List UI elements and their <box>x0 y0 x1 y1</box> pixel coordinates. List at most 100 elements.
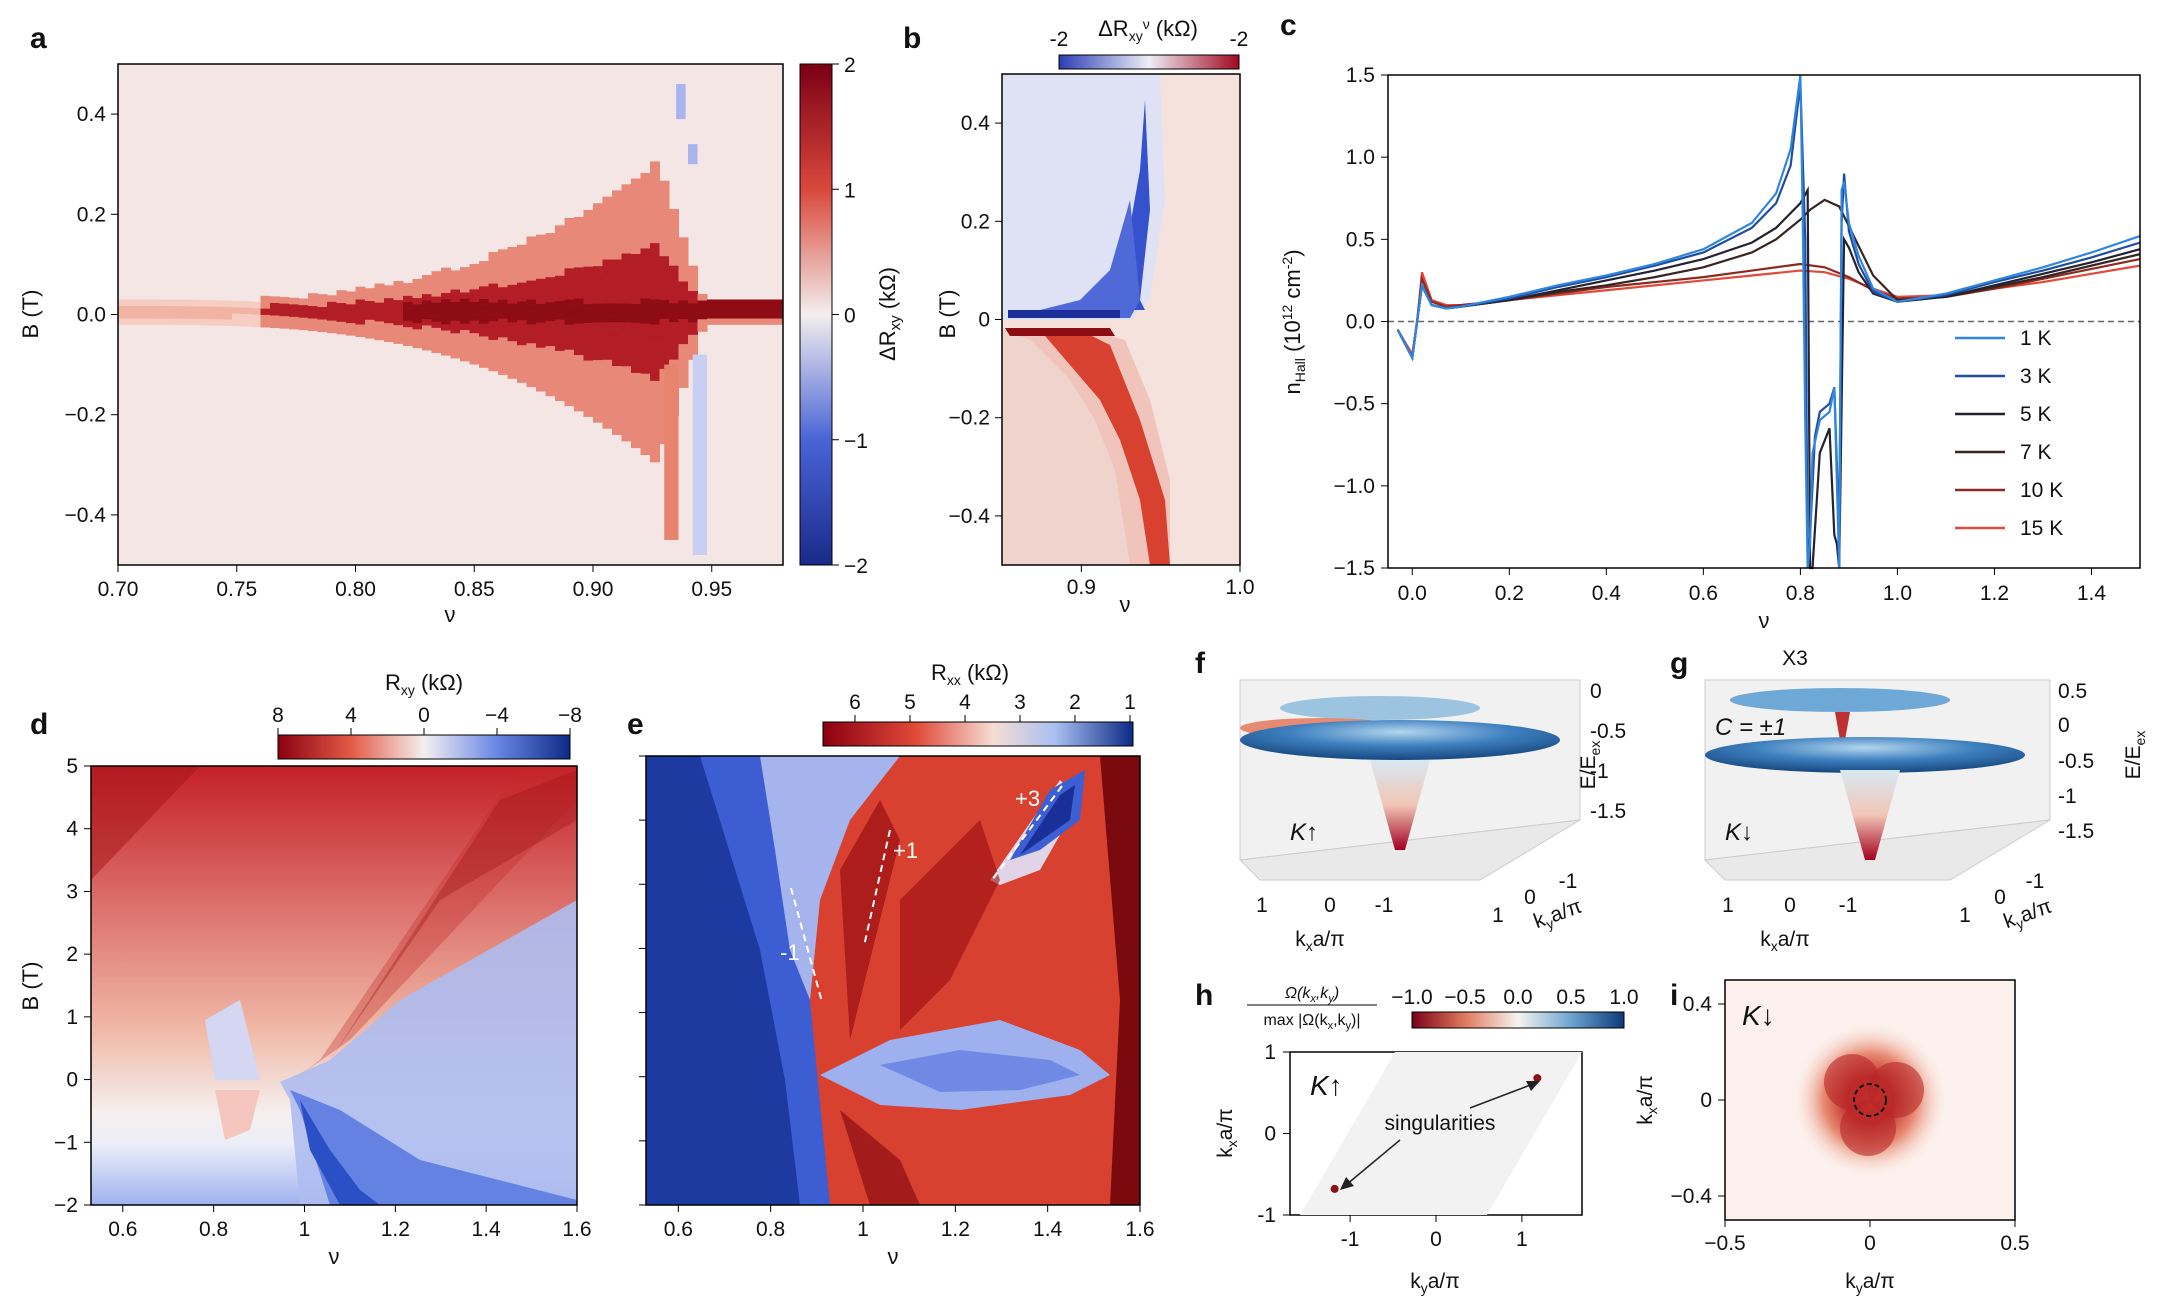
heatmap-d-ytick-label: −1 <box>54 1131 78 1154</box>
heatmap-e-yticks <box>639 755 646 1206</box>
heatmap-a-cell <box>555 350 565 358</box>
heatmap-a-cell <box>526 286 537 294</box>
heatmap-a-cell <box>403 339 413 346</box>
heatmap-a-cell <box>612 340 622 348</box>
heatmap-a-cell <box>213 312 223 320</box>
heatmap-a-cell <box>441 317 451 325</box>
heatmap-a-cell <box>621 359 632 367</box>
heatmap-a-cell <box>640 392 651 399</box>
f-upper-band <box>1280 696 1480 720</box>
heatmap-a-cell <box>650 255 660 262</box>
heatmap-a-cell <box>403 301 413 309</box>
heatmap-a-cell <box>564 293 575 300</box>
heatmap-a-cell <box>593 397 603 404</box>
heatmap-a-cell <box>574 361 584 368</box>
heatmap-a-cell <box>640 260 651 268</box>
heatmap-a-cell <box>564 324 575 331</box>
heatmap-a-cell <box>640 442 651 449</box>
heatmap-a-cell <box>631 191 641 198</box>
heatmap-a-cell <box>602 334 613 342</box>
heatmap-a-cell <box>593 203 603 210</box>
i-valley-label: K↓ <box>1742 1000 1775 1031</box>
heatmap-a-cell <box>488 345 499 353</box>
heatmap-a-cell <box>289 316 299 324</box>
heatmap-a-cell <box>612 202 622 210</box>
heatmap-a-cell <box>298 323 309 331</box>
heatmap-a-cell <box>669 284 679 291</box>
heatmap-a-cell <box>612 365 622 373</box>
heatmap-a-cell <box>602 278 613 285</box>
heatmap-a-cell <box>650 336 660 344</box>
heatmap-a-cell <box>612 328 622 335</box>
heatmap-a-cell <box>545 333 556 340</box>
panel-label-c: c <box>1280 9 1297 42</box>
heatmap-a-cell <box>507 309 518 317</box>
heatmap-a-cell <box>431 327 442 335</box>
heatmap-a-cell <box>583 354 594 361</box>
heatmap-a-ytick-label: 0.2 <box>77 203 106 226</box>
heatmap-a-cell <box>545 314 556 322</box>
heatmap-a-ytick-label: 0.0 <box>77 304 106 327</box>
heatmap-a-cell <box>336 327 347 335</box>
heatmap-a-cell <box>678 325 689 332</box>
g-ky-label: kya/π <box>2001 895 2056 936</box>
colorbar-a-tick-label: −1 <box>844 430 868 453</box>
heatmap-a-cell <box>631 209 641 217</box>
heatmap-a-cell <box>593 290 603 298</box>
heatmap-a-cell <box>631 197 641 204</box>
heatmap-a-cell <box>650 292 660 300</box>
heatmap-a-cell <box>574 248 584 255</box>
h-singularity-points <box>1330 1074 1542 1193</box>
heatmap-a-cell <box>574 285 584 293</box>
heatmap-a-cell <box>678 274 689 282</box>
heatmap-a-cell <box>669 328 679 335</box>
heatmap-a-cell <box>688 340 698 348</box>
plot-c-ytick-label: −1.5 <box>1334 557 1375 580</box>
f-kticks: 1 0 -1-101 <box>1256 870 1577 927</box>
g-valley-label: K↓ <box>1725 819 1753 846</box>
g-title: X3 <box>1782 647 1808 670</box>
heatmap-a-cell <box>669 302 679 310</box>
heatmap-a-cell <box>631 297 641 305</box>
heatmap-a-cell <box>555 363 565 370</box>
heatmap-a-cell <box>384 329 394 336</box>
heatmap-a-cell <box>564 330 575 338</box>
heatmap-a-cell <box>621 309 632 317</box>
heatmap-a-cell <box>574 404 584 412</box>
h-valley-label: K↑ <box>1310 1070 1343 1101</box>
heatmap-a-cell <box>260 302 271 309</box>
heatmap-a-cell <box>640 185 651 193</box>
heatmap-a-cell <box>583 322 594 330</box>
heatmap-a-cell <box>384 322 394 330</box>
heatmap-a-cell <box>507 303 518 310</box>
heatmap-d-ytick-label: 5 <box>66 755 78 778</box>
heatmap-a-cell <box>460 279 470 287</box>
heatmap-a-xticks: 0.70 0.75 0.80 0.85 0.90 0.95 <box>98 565 732 601</box>
heatmap-a-cell <box>640 266 651 274</box>
heatmap-a-cell <box>612 397 622 404</box>
heatmap-a-cell <box>469 320 480 327</box>
colorbar-h-tick-label: 0.0 <box>1503 986 1532 1009</box>
heatmap-a-cell <box>650 274 660 281</box>
heatmap-a-cell <box>688 278 698 285</box>
heatmap-a-cell <box>545 377 556 384</box>
heatmap-a-cell <box>650 217 660 225</box>
panel-i: i K↓ −0.5 0 0.5 0.4 0 −0.4 kya/π kxa/π <box>1634 979 2030 1296</box>
heatmap-a-cell <box>517 319 527 327</box>
heatmap-a-cell <box>308 324 318 332</box>
heatmap-a-cell <box>241 301 252 308</box>
heatmap-a-cell <box>650 205 660 212</box>
heatmap-a-cell <box>754 299 765 307</box>
plot-c-yticks: 1.5 1.0 0.5 0.0 −0.5 −1.0 −1.5 <box>1334 64 1388 580</box>
f-kx-tick-label: -1 <box>1375 894 1394 917</box>
heatmap-a-cell <box>621 334 632 342</box>
heatmap-a-cell <box>564 224 575 231</box>
heatmap-a-cell <box>317 312 328 320</box>
heatmap-a-cell <box>631 353 641 361</box>
heatmap-a-cell <box>659 337 670 344</box>
heatmap-a-cell <box>659 199 670 207</box>
heatmap-a-cell <box>536 322 546 329</box>
heatmap-a-cell <box>650 280 660 287</box>
heatmap-a-cell <box>650 449 660 457</box>
heatmap-a-cell <box>593 403 603 411</box>
